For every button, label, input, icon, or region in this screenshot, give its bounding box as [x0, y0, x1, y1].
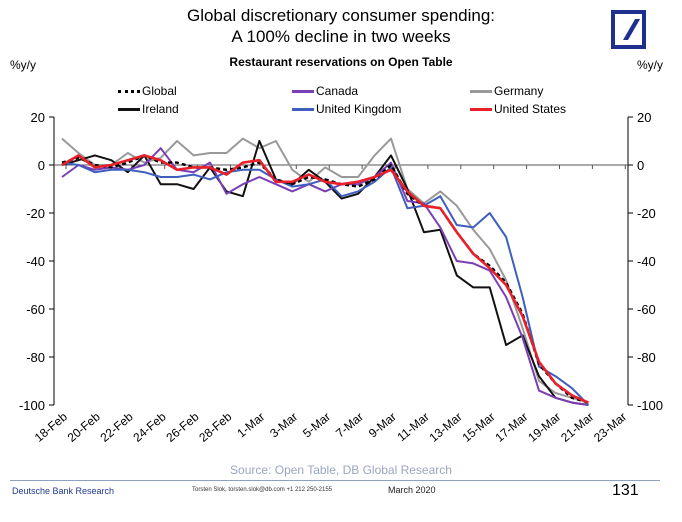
legend-item-global: Global: [118, 84, 177, 98]
footer-contact: Torsten Slok, torsten.slok@db.com +1 212…: [192, 487, 333, 493]
footer-date: March 2020: [388, 485, 436, 495]
y-tick-label-right: 20: [637, 110, 651, 125]
x-tick-label: 7-Mar: [333, 410, 366, 441]
y-tick-label-left: -40: [26, 254, 45, 269]
legend-swatch: [292, 107, 314, 111]
y-axis-label-left: %y/y: [10, 58, 37, 72]
y-tick-label-right: -80: [637, 350, 656, 365]
x-tick-label: 11-Mar: [394, 410, 431, 445]
legend-swatch: [292, 89, 314, 93]
x-tick-label: 3-Mar: [267, 410, 300, 441]
x-tick-label: 17-Mar: [492, 410, 530, 445]
x-tick-label: 22-Feb: [98, 409, 136, 444]
y-tick-label-left: -60: [26, 302, 45, 317]
x-tick-label: 23-Mar: [591, 410, 629, 445]
legend-swatch: [118, 107, 140, 111]
page-number: 131: [612, 482, 639, 499]
x-tick-label: 15-Mar: [460, 410, 498, 445]
page-title-line2: A 100% decline in two weeks: [231, 27, 451, 46]
deutsche-bank-logo-icon: [611, 10, 646, 49]
x-tick-label: 24-Feb: [130, 409, 168, 444]
y-tick-label-right: 0: [637, 158, 644, 173]
x-tick-label: 20-Feb: [65, 409, 103, 444]
y-tick-label-right: -40: [637, 254, 656, 269]
legend-item-germany: Germany: [470, 84, 543, 98]
y-tick-label-right: -60: [637, 302, 656, 317]
legend-item-ireland: Ireland: [118, 102, 179, 116]
x-tick-label: 28-Feb: [196, 409, 234, 444]
legend-label: Global: [142, 84, 177, 98]
legend-item-united-states: United States: [470, 102, 566, 116]
y-tick-label-left: -80: [26, 350, 45, 365]
legend-label: United Kingdom: [316, 102, 402, 116]
x-tick-label: 19-Mar: [525, 410, 563, 445]
legend-label: Ireland: [142, 102, 179, 116]
x-tick-label: 1-Mar: [234, 410, 267, 441]
x-tick-label: 21-Mar: [558, 410, 596, 445]
legend-label: Germany: [494, 84, 544, 98]
series-line-global: [61, 154, 589, 404]
y-tick-label-left: 20: [31, 110, 45, 125]
y-tick-label-left: -100: [19, 398, 45, 413]
series-line-united-kingdom: [61, 161, 590, 406]
legend-item-united-kingdom: United Kingdom: [292, 102, 401, 116]
x-tick-label: 5-Mar: [300, 410, 333, 441]
legend-swatch: [470, 107, 492, 111]
legend-label: United States: [494, 102, 567, 116]
legend-swatch: [118, 89, 140, 93]
x-tick-label: 13-Mar: [427, 410, 465, 445]
y-axis-label-right: %y/y: [637, 58, 664, 72]
x-tick-label: 9-Mar: [366, 410, 399, 441]
chart-title: Restaurant reservations on Open Table: [229, 55, 453, 69]
y-tick-label-left: 0: [38, 158, 45, 173]
series-line-united-states: [61, 154, 589, 404]
page-title-line1: Global discretionary consumer spending:: [186, 6, 496, 25]
legend-label: Canada: [316, 84, 359, 98]
source-note: Source: Open Table, DB Global Research: [230, 463, 452, 477]
y-tick-label-left: -20: [26, 206, 45, 221]
x-tick-label: 18-Feb: [32, 409, 70, 444]
y-tick-label-right: -20: [637, 206, 656, 221]
series-line-germany: [61, 137, 589, 404]
legend-item-canada: Canada: [292, 84, 358, 98]
x-tick-label: 26-Feb: [163, 409, 201, 444]
series-line-canada: [61, 147, 589, 406]
legend-swatch: [470, 89, 492, 93]
y-tick-label-right: -100: [637, 398, 663, 413]
footer-publisher: Deutsche Bank Research: [12, 486, 115, 496]
footer-divider: [10, 480, 660, 481]
